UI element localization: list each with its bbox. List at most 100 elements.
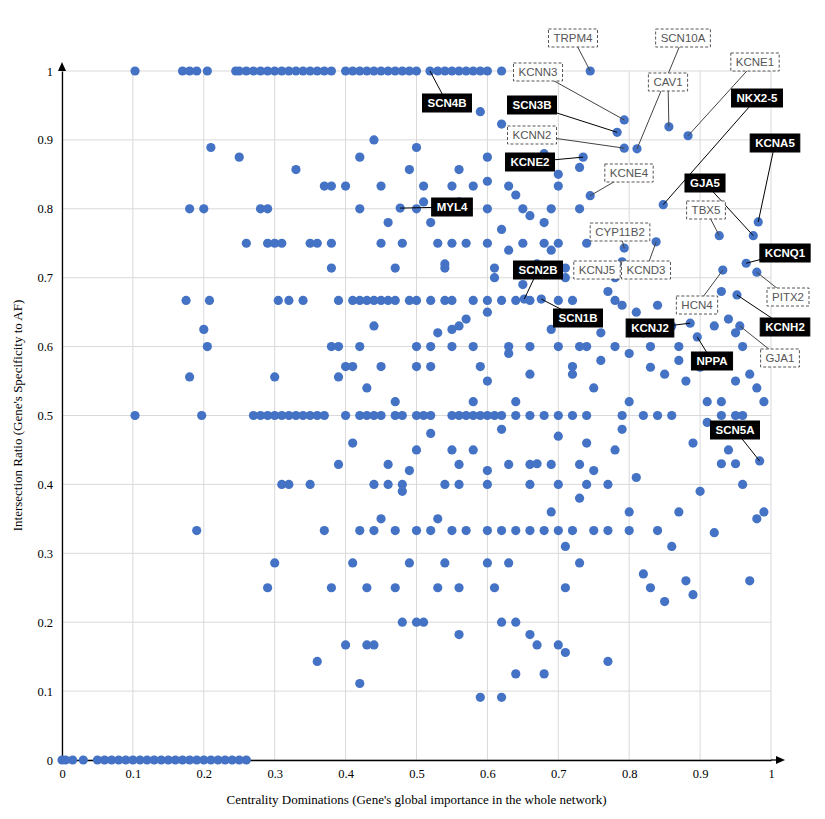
x-tick-label: 0.4 [338,767,354,781]
point [718,266,727,275]
point [419,618,428,627]
point [738,480,747,489]
annotation-text: KCNH2 [765,321,805,333]
point [454,165,463,174]
point [554,432,563,441]
point [68,755,77,764]
point [745,370,754,379]
point [745,576,754,585]
point [130,66,139,75]
annotation-text: GJA1 [766,352,795,364]
point [369,480,378,489]
point [589,383,598,392]
x-tick-label: 0.9 [693,767,709,781]
annotation-label: SCN4B [423,94,472,112]
point [313,239,322,248]
x-tick: 0.9 [693,760,709,781]
point [568,296,577,305]
x-tick: 1 [768,760,774,781]
annotation-box [731,53,779,71]
annotation-label: TRPM4 [549,29,598,47]
annotation-label: KCNN3 [514,63,563,81]
plot: 00.10.20.30.40.50.60.70.80.9100.10.20.30… [37,62,785,781]
annotation-text: KCNJ2 [631,322,669,334]
point [483,558,492,567]
point [547,507,556,516]
annotation-label: NPPA [691,352,732,370]
point [586,66,595,75]
point [270,372,279,381]
point [320,526,329,535]
point [419,197,428,206]
annotation-text: GJA5 [690,177,721,189]
point [618,301,627,310]
point [653,411,662,420]
point [632,473,641,482]
y-tick: 0.6 [37,340,62,354]
point [454,321,463,330]
annotation-text: CYP11B2 [595,226,645,238]
point [235,153,244,162]
annotation-label: TBX5 [687,201,726,219]
x-tick: 0.3 [267,760,283,781]
point [603,657,612,666]
point [497,425,506,434]
x-tick-label: 1 [768,767,774,781]
x-tick-label: 0.6 [480,767,496,781]
point [426,342,435,351]
point [660,370,669,379]
point [384,460,393,469]
point [426,362,435,371]
point [426,526,435,535]
x-tick: 0.8 [622,760,638,781]
grid-line [62,691,771,692]
point [518,204,527,213]
point [205,296,214,305]
point [440,259,449,268]
point [284,296,293,305]
point [554,170,563,179]
point [738,411,747,420]
annotation-label: SCN10A [656,29,711,47]
point [483,177,492,186]
point [511,190,520,199]
point [625,526,634,535]
point [398,487,407,496]
point [242,755,251,764]
point [540,239,549,248]
annotation-label: SCN2B [514,261,563,279]
point [369,640,378,649]
point [674,342,683,351]
annotation-text: SCN5A [716,424,755,436]
point [185,372,194,381]
point [603,287,612,296]
y-axis: 00.10.20.30.40.50.60.70.80.91 [37,65,62,768]
point [426,218,435,227]
annotation-box [508,126,557,144]
point [334,296,343,305]
point [561,542,570,551]
annotation-label: SCN5A [711,421,760,439]
x-tick-label: 0.3 [267,767,283,781]
annotation-box [626,319,674,337]
annotation-box [750,134,800,152]
point [497,693,506,702]
point [717,459,726,468]
point [717,287,726,296]
annotation-label: KCNN2 [508,126,557,144]
annotation-text: MYL4 [437,201,468,213]
y-axis-line [62,72,63,761]
grid-line [62,71,63,760]
point [688,438,697,447]
annotation-text: NKX2-5 [737,92,779,104]
point [291,165,300,174]
point [483,153,492,162]
annotation-text: KCNN2 [513,129,552,141]
point [341,640,350,649]
point [738,342,747,351]
point [405,558,414,567]
leader-line [663,98,757,205]
point [181,296,190,305]
annotation-box [423,94,472,112]
annotation-box [622,261,671,279]
